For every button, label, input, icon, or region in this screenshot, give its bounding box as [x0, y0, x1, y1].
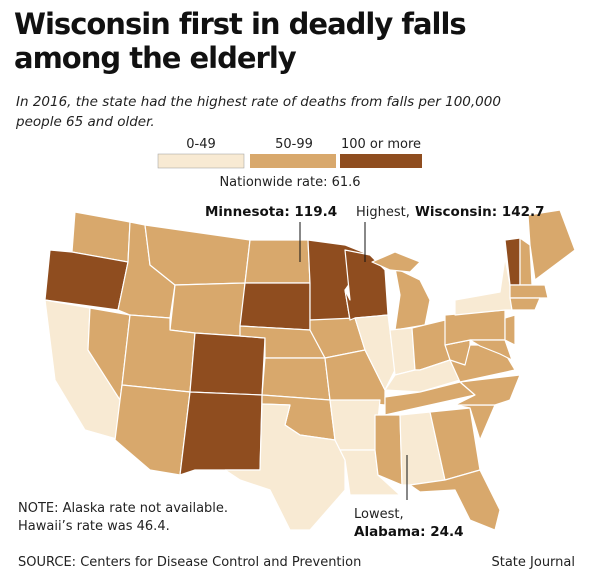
state: [409, 469, 501, 531]
state: [224, 403, 346, 531]
state: [469, 339, 513, 361]
state: [239, 282, 311, 331]
legend-label: 0-49: [186, 137, 216, 152]
state: [114, 384, 191, 476]
state: [329, 399, 381, 451]
state: [394, 267, 431, 331]
state: [189, 332, 266, 396]
legend-label: 50-99: [275, 137, 313, 152]
legend-swatch: [340, 154, 422, 168]
annotation: Lowest,: [354, 507, 404, 522]
annotation: Alabama: 24.4: [354, 524, 464, 540]
title: Wisconsin first in deadly falls: [14, 7, 466, 41]
state: [454, 257, 513, 316]
subtitle: people 65 and older.: [15, 114, 155, 130]
state: [261, 357, 331, 401]
credit: State Journal: [491, 555, 575, 570]
state: [179, 391, 263, 476]
state: [509, 297, 541, 311]
annotation-text: Wisconsin: 142.7: [415, 204, 545, 220]
legend-swatch: [250, 154, 336, 168]
annotation-text: Highest,: [356, 205, 410, 220]
state: [527, 209, 576, 281]
annotation: Highest, Wisconsin: 142.7: [356, 201, 545, 220]
annotation: Minnesota: 119.4: [205, 204, 337, 220]
us-map: [44, 209, 576, 531]
legend-label: 100 or more: [341, 137, 421, 152]
nationwide-rate: Nationwide rate: 61.6: [219, 175, 360, 190]
title: among the elderly: [14, 41, 297, 75]
legend-swatch: [157, 153, 245, 169]
state: [354, 314, 396, 391]
note: Hawaii’s rate was 46.4.: [18, 519, 170, 534]
state: [371, 251, 421, 273]
state: [454, 374, 521, 406]
state: [389, 327, 416, 376]
state: [169, 282, 246, 337]
source: SOURCE: Centers for Disease Control and …: [18, 555, 361, 570]
note: NOTE: Alaska rate not available.: [18, 501, 228, 516]
state: [374, 414, 403, 486]
state: [504, 314, 516, 346]
state: [509, 284, 549, 299]
subtitle: In 2016, the state had the highest rate …: [16, 94, 501, 110]
